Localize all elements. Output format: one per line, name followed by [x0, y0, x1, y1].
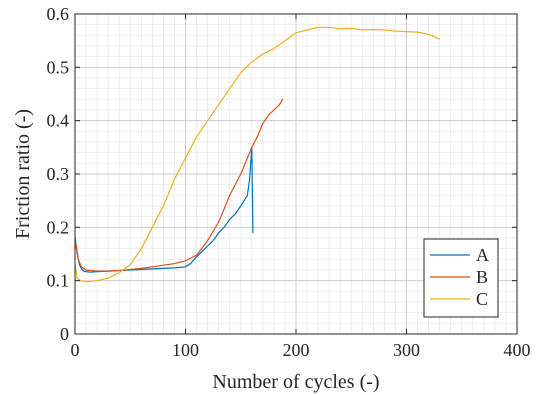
y-tick-label: 0.2 [47, 217, 70, 237]
y-tick-label: 0 [60, 324, 69, 344]
y-axis-label: Friction ratio (-) [12, 109, 34, 239]
legend-label-c: C [476, 289, 488, 309]
y-tick-label: 0.1 [47, 271, 70, 291]
x-tick-label: 400 [504, 340, 531, 360]
y-tick-label: 0.5 [47, 57, 70, 77]
y-axis-ticks: 0 0.1 0.2 0.3 0.4 0.5 0.6 [47, 4, 517, 344]
y-tick-label: 0.6 [47, 4, 70, 24]
series-line-b [74, 98, 284, 272]
x-axis-label: Number of cycles (-) [212, 371, 379, 393]
x-tick-label: 200 [283, 340, 310, 360]
series-line-c [74, 26, 441, 283]
x-tick-label: 100 [172, 340, 199, 360]
x-tick-label: 0 [71, 340, 80, 360]
legend-box [423, 238, 499, 318]
series-line-a [74, 146, 254, 273]
legend-label-b: B [476, 267, 488, 287]
y-tick-label: 0.3 [47, 164, 70, 184]
y-tick-label: 0.4 [47, 111, 70, 131]
x-tick-label: 300 [393, 340, 420, 360]
x-axis-ticks: 0 100 200 300 400 [71, 14, 531, 360]
legend: ABC [423, 238, 499, 318]
legend-label-a: A [476, 245, 489, 265]
series-lines [74, 26, 441, 283]
